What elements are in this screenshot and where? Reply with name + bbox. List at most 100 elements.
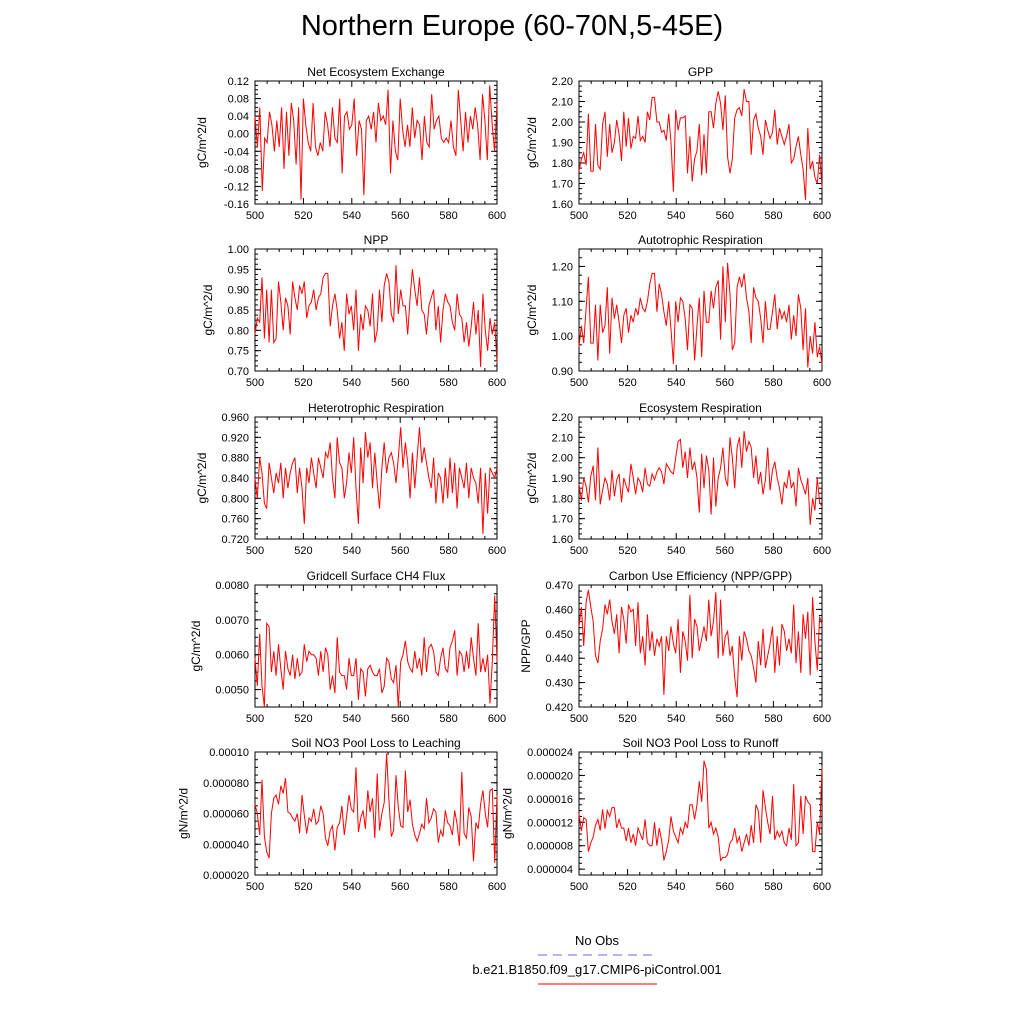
x-tick-label: 600 xyxy=(488,545,506,557)
x-tick-label: 580 xyxy=(439,713,457,725)
series-line xyxy=(578,89,823,200)
x-tick-label: 500 xyxy=(570,713,588,725)
y-tick-label: 0.470 xyxy=(545,580,573,592)
x-tick-label: 540 xyxy=(343,713,361,725)
y-tick-label: 1.60 xyxy=(552,199,573,211)
y-tick-label: -0.16 xyxy=(224,199,249,211)
y-tick-label: 1.10 xyxy=(552,296,573,308)
y-tick-label: -0.08 xyxy=(224,164,249,176)
y-tick-label: 0.800 xyxy=(221,493,249,505)
series-line xyxy=(578,589,823,698)
x-tick-label: 520 xyxy=(294,210,312,222)
y-tick-label: 2.20 xyxy=(552,412,573,424)
y-tick-label: 0.840 xyxy=(221,473,249,485)
y-tick-label: 0.000020 xyxy=(203,870,249,882)
series-line xyxy=(254,265,498,367)
x-tick-label: 560 xyxy=(391,713,409,725)
x-tick-label: 500 xyxy=(246,377,264,389)
y-axis-label: gC/m^2/d xyxy=(195,117,209,168)
y-tick-label: 0.920 xyxy=(221,432,249,444)
x-tick-label: 560 xyxy=(716,881,734,893)
x-tick-label: 520 xyxy=(618,210,636,222)
y-tick-label: 0.450 xyxy=(545,629,573,641)
x-tick-label: 580 xyxy=(764,713,782,725)
series-line xyxy=(578,760,823,862)
y-tick-label: 0.000060 xyxy=(203,809,249,821)
x-tick-label: 600 xyxy=(488,377,506,389)
y-tick-label: 0.440 xyxy=(545,653,573,665)
y-tick-label: 0.90 xyxy=(228,285,249,297)
y-tick-label: 0.70 xyxy=(228,366,249,378)
y-tick-label: 1.90 xyxy=(552,138,573,150)
y-tick-label: 0.000012 xyxy=(527,817,573,829)
x-tick-label: 560 xyxy=(716,713,734,725)
y-tick-label: 0.75 xyxy=(228,346,249,358)
x-tick-label: 500 xyxy=(570,210,588,222)
panel-title: NPP xyxy=(364,233,389,247)
y-tick-label: 0.460 xyxy=(545,604,573,616)
y-tick-label: 1.70 xyxy=(552,179,573,191)
x-tick-label: 500 xyxy=(246,545,264,557)
x-tick-label: 600 xyxy=(488,713,506,725)
x-tick-label: 540 xyxy=(667,545,685,557)
y-axis-label: gC/m^2/d xyxy=(525,453,539,504)
x-tick-label: 540 xyxy=(667,210,685,222)
x-tick-label: 560 xyxy=(391,545,409,557)
y-tick-label: 2.00 xyxy=(552,117,573,129)
y-axis-label: gN/m^2/d xyxy=(176,788,190,839)
x-tick-label: 560 xyxy=(391,377,409,389)
y-axis-label: gC/m^2/d xyxy=(525,117,539,168)
panel-title: Carbon Use Efficiency (NPP/GPP) xyxy=(609,569,792,583)
y-tick-label: 0.000020 xyxy=(527,770,573,782)
x-tick-label: 520 xyxy=(294,881,312,893)
x-tick-label: 580 xyxy=(764,545,782,557)
y-tick-label: 0.760 xyxy=(221,514,249,526)
y-tick-label: 0.0070 xyxy=(215,615,249,627)
x-tick-label: 540 xyxy=(667,881,685,893)
y-axis-label: gC/m^2/d xyxy=(525,285,539,336)
x-tick-label: 580 xyxy=(764,881,782,893)
chart-panel: 500 520 540 560 580 600 0.000004 0.000008 0.0000… xyxy=(500,736,831,893)
x-tick-label: 600 xyxy=(813,881,831,893)
y-tick-label: 1.70 xyxy=(552,514,573,526)
x-tick-label: 500 xyxy=(570,377,588,389)
series-line xyxy=(254,427,498,534)
x-tick-label: 520 xyxy=(294,713,312,725)
y-tick-label: 1.60 xyxy=(552,534,573,546)
y-tick-label: 0.08 xyxy=(228,94,249,106)
x-tick-label: 580 xyxy=(439,377,457,389)
page-title: Northern Europe (60-70N,5-45E) xyxy=(300,10,724,42)
y-tick-label: 0.000040 xyxy=(203,839,249,851)
panel-title: GPP xyxy=(688,65,713,79)
x-tick-label: 600 xyxy=(813,210,831,222)
x-tick-label: 600 xyxy=(813,545,831,557)
panel-title: Ecosystem Respiration xyxy=(639,401,762,415)
panel-title: Gridcell Surface CH4 Flux xyxy=(307,569,446,583)
x-tick-label: 560 xyxy=(716,210,734,222)
chart-panel: 500 520 540 560 580 600 0.0050 0.0060 0.0070 0.00… xyxy=(189,569,506,725)
legend-label-no-obs: No Obs xyxy=(574,933,620,948)
y-tick-label: 0.720 xyxy=(221,534,249,546)
y-tick-label: -0.04 xyxy=(224,146,249,158)
y-tick-label: 1.00 xyxy=(552,331,573,343)
y-tick-label: 2.10 xyxy=(552,432,573,444)
x-tick-label: 540 xyxy=(343,210,361,222)
y-tick-label: 0.12 xyxy=(228,76,249,88)
x-tick-label: 520 xyxy=(618,881,636,893)
y-tick-label: 0.00010 xyxy=(209,747,249,759)
chart-panel: 500 520 540 560 580 600 0.420 0.430 0.440 0.450 0.… xyxy=(519,569,831,725)
y-tick-label: 0.000024 xyxy=(527,747,573,759)
y-tick-label: 0.80 xyxy=(228,325,249,337)
y-tick-label: 0.000008 xyxy=(527,841,573,853)
x-tick-label: 560 xyxy=(391,210,409,222)
y-tick-label: 2.20 xyxy=(552,76,573,88)
y-tick-label: 1.00 xyxy=(228,244,249,256)
x-tick-label: 600 xyxy=(813,713,831,725)
chart-panel: 500 520 540 560 580 600 -0.16 -0.12 -0.08 -0.04 0.… xyxy=(195,65,506,222)
y-tick-label: 0.000004 xyxy=(527,864,573,876)
y-axis-label: gC/m^2/d xyxy=(195,453,209,504)
panel-title: Soil NO3 Pool Loss to Runoff xyxy=(623,736,780,750)
x-tick-label: 540 xyxy=(343,377,361,389)
y-tick-label: 2.10 xyxy=(552,97,573,109)
